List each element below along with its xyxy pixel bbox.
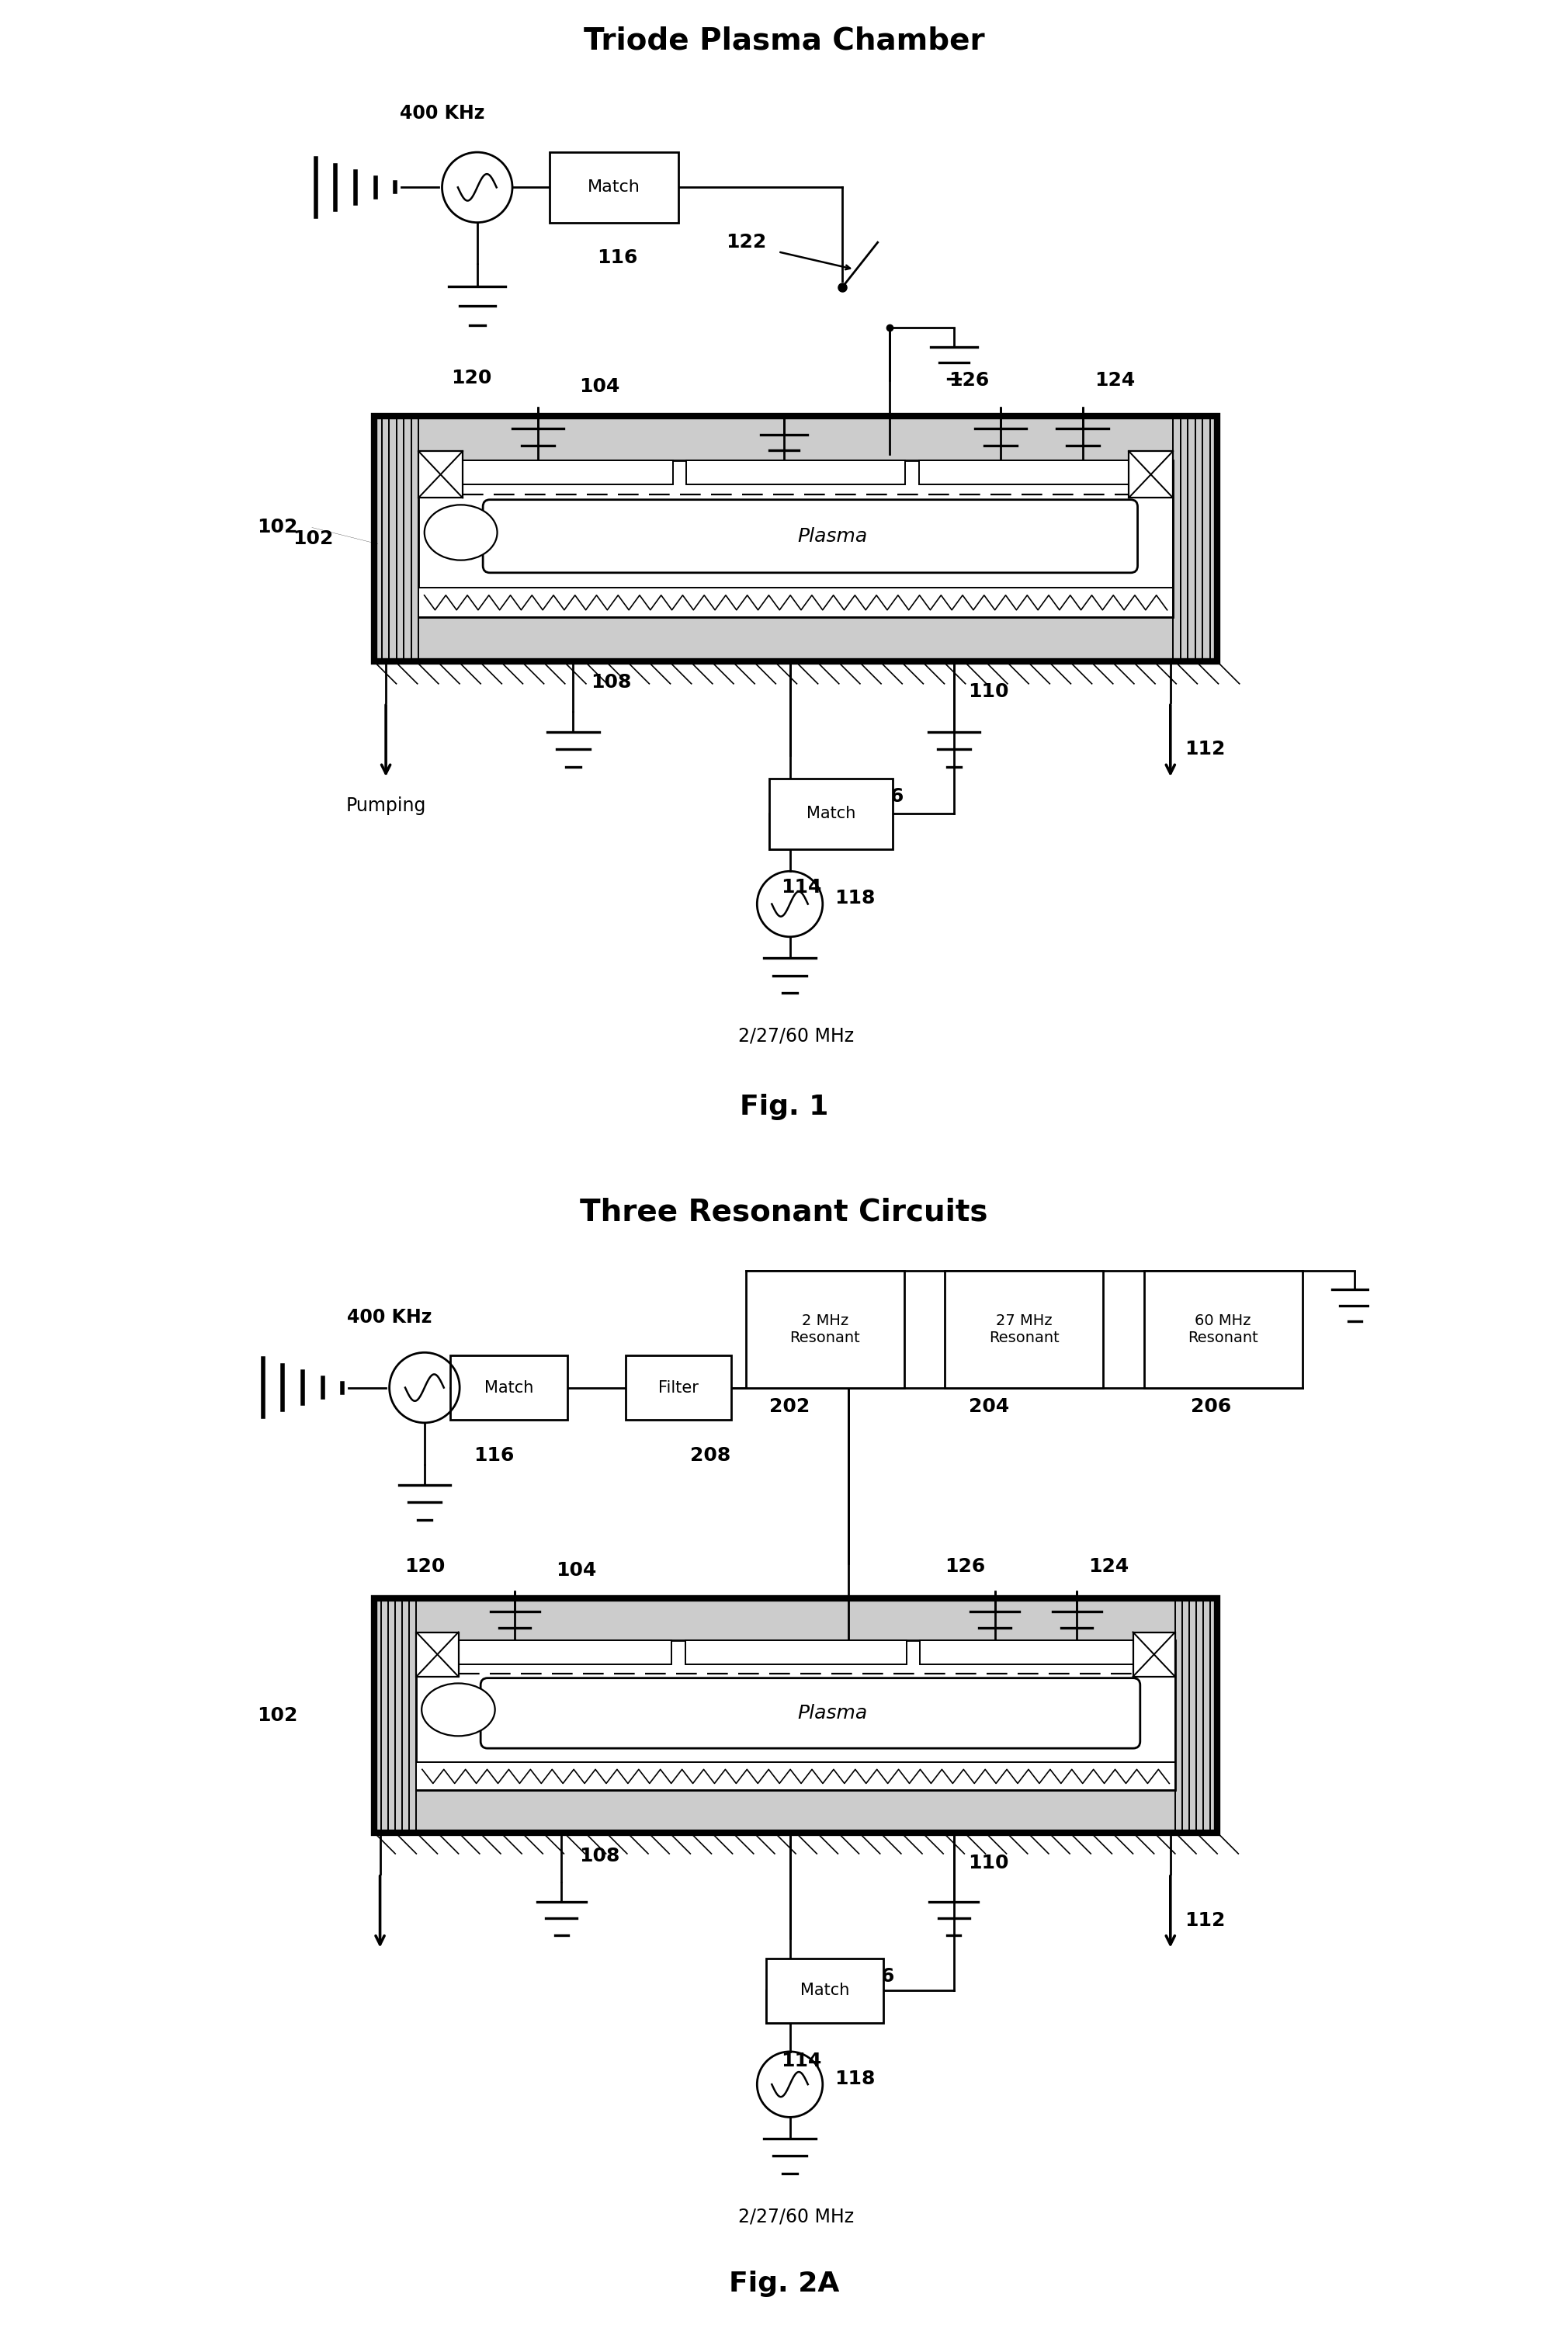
Text: 204: 204 xyxy=(969,1396,1010,1415)
Bar xyxy=(946,1269,1102,1386)
Text: 116: 116 xyxy=(597,248,637,267)
Text: 2/27/60 MHz: 2/27/60 MHz xyxy=(739,2206,853,2225)
Text: 102: 102 xyxy=(257,1707,298,1724)
Text: 106: 106 xyxy=(855,1967,895,1986)
Text: 102: 102 xyxy=(293,529,332,548)
Bar xyxy=(450,1642,671,1665)
Text: 60 MHz
Resonant: 60 MHz Resonant xyxy=(1189,1314,1259,1344)
Text: Match: Match xyxy=(588,180,641,194)
Bar xyxy=(550,152,679,222)
Text: Three Resonant Circuits: Three Resonant Circuits xyxy=(580,1197,988,1227)
Text: Fig. 2A: Fig. 2A xyxy=(729,2269,839,2298)
Text: Match: Match xyxy=(806,806,856,822)
Text: Plasma: Plasma xyxy=(797,527,867,546)
Bar xyxy=(419,588,1173,618)
Text: 118: 118 xyxy=(834,2070,875,2087)
Bar xyxy=(1145,1269,1301,1386)
Bar xyxy=(770,778,892,850)
Text: 126: 126 xyxy=(949,370,989,389)
Text: 102: 102 xyxy=(257,518,298,536)
Bar xyxy=(920,1642,1142,1665)
Text: 112: 112 xyxy=(1184,740,1225,759)
Bar xyxy=(919,459,1137,485)
Text: 2 MHz
Resonant: 2 MHz Resonant xyxy=(790,1314,861,1344)
Text: Plasma: Plasma xyxy=(798,1705,867,1721)
Text: 122: 122 xyxy=(726,234,767,251)
Bar xyxy=(687,459,905,485)
Text: 108: 108 xyxy=(579,1845,619,1864)
FancyBboxPatch shape xyxy=(483,499,1138,574)
Bar xyxy=(1129,452,1173,499)
Text: 118: 118 xyxy=(834,890,875,906)
Bar xyxy=(685,1642,906,1665)
Text: Pumping: Pumping xyxy=(347,796,426,815)
Bar xyxy=(746,1269,905,1386)
Ellipse shape xyxy=(422,1684,495,1735)
Bar xyxy=(417,1632,458,1677)
Text: Triode Plasma Chamber: Triode Plasma Chamber xyxy=(583,26,985,56)
Text: 106: 106 xyxy=(864,787,905,806)
Text: 108: 108 xyxy=(591,674,632,691)
Text: 206: 206 xyxy=(1192,1396,1232,1415)
Text: 104: 104 xyxy=(555,1562,596,1581)
Text: 2/27/60 MHz: 2/27/60 MHz xyxy=(739,1026,853,1045)
Bar xyxy=(626,1356,731,1419)
Text: 400 KHz: 400 KHz xyxy=(347,1309,431,1326)
Text: 104: 104 xyxy=(579,377,619,396)
Bar xyxy=(417,1764,1174,1792)
Text: 116: 116 xyxy=(474,1445,514,1464)
Text: Match: Match xyxy=(800,1984,850,1998)
Text: Match: Match xyxy=(485,1379,533,1396)
Text: Fig. 1: Fig. 1 xyxy=(740,1094,828,1119)
Text: 112: 112 xyxy=(1184,1911,1225,1930)
Text: 110: 110 xyxy=(967,1855,1008,1871)
Text: 124: 124 xyxy=(1094,370,1135,389)
Text: Filter: Filter xyxy=(659,1379,699,1396)
Bar xyxy=(453,459,673,485)
Text: 202: 202 xyxy=(770,1396,811,1415)
Ellipse shape xyxy=(425,506,497,560)
Bar xyxy=(375,1600,1217,1834)
Bar xyxy=(417,1639,1174,1792)
Text: 120: 120 xyxy=(405,1557,445,1576)
Text: 208: 208 xyxy=(690,1445,731,1464)
Bar xyxy=(1134,1632,1174,1677)
Bar xyxy=(419,452,463,499)
FancyBboxPatch shape xyxy=(481,1679,1140,1747)
Text: 114: 114 xyxy=(781,878,822,897)
Text: 114: 114 xyxy=(781,2052,822,2070)
Text: 110: 110 xyxy=(967,684,1008,700)
Text: 27 MHz
Resonant: 27 MHz Resonant xyxy=(989,1314,1060,1344)
Text: 124: 124 xyxy=(1088,1557,1129,1576)
Text: 126: 126 xyxy=(946,1557,985,1576)
Bar xyxy=(419,459,1173,618)
Bar xyxy=(375,417,1217,660)
Bar xyxy=(450,1356,568,1419)
Text: 120: 120 xyxy=(452,368,492,386)
Text: 400 KHz: 400 KHz xyxy=(400,105,485,122)
Bar xyxy=(767,1958,883,2023)
